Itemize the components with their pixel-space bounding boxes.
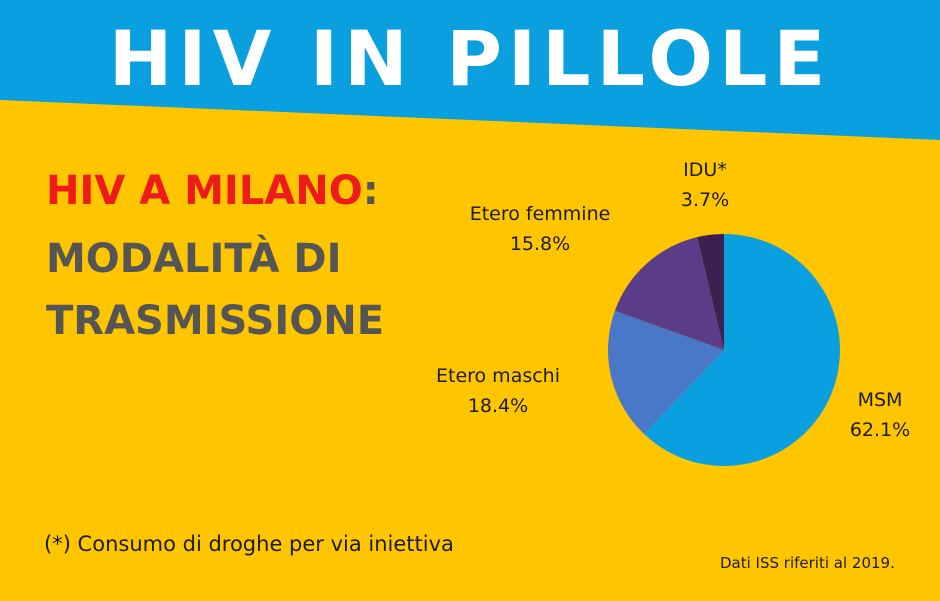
pie-slice-etero-femmine xyxy=(614,237,724,350)
heading-line3: TRASMISSIONE xyxy=(46,298,385,344)
header-banner-shape xyxy=(0,0,940,140)
header-banner xyxy=(0,0,940,140)
footnote-source: Dati ISS riferiti al 2019. xyxy=(720,554,895,572)
slice-label: Etero femmine xyxy=(470,203,611,225)
slice-label: Etero maschi xyxy=(436,365,560,387)
slice-label: IDU* xyxy=(683,159,727,181)
pie-slice-msm xyxy=(644,234,840,466)
slice-value-label: 62.1% xyxy=(850,419,910,441)
heading-red-part: HIV A MILANO xyxy=(46,168,363,214)
slice-value-label: 15.8% xyxy=(510,233,570,255)
slice-label: MSM xyxy=(858,389,903,411)
pie-slice-etero-maschi xyxy=(608,310,724,435)
pie-slice-idu xyxy=(697,234,724,350)
footnote-idu: (*) Consumo di droghe per via iniettiva xyxy=(44,532,454,556)
heading-colon: : xyxy=(362,168,379,214)
slice-value-label: 18.4% xyxy=(468,395,528,417)
slice-value-label: 3.7% xyxy=(681,189,729,211)
pie-chart: MSM 62.1% Etero maschi 18.4% Etero femmine 15… xyxy=(436,159,910,466)
page-title: HIV IN PILLOLE xyxy=(108,14,832,103)
heading-line2: MODALITÀ DI xyxy=(46,236,342,282)
heading-line1: HIV A MILANO: xyxy=(46,168,379,214)
